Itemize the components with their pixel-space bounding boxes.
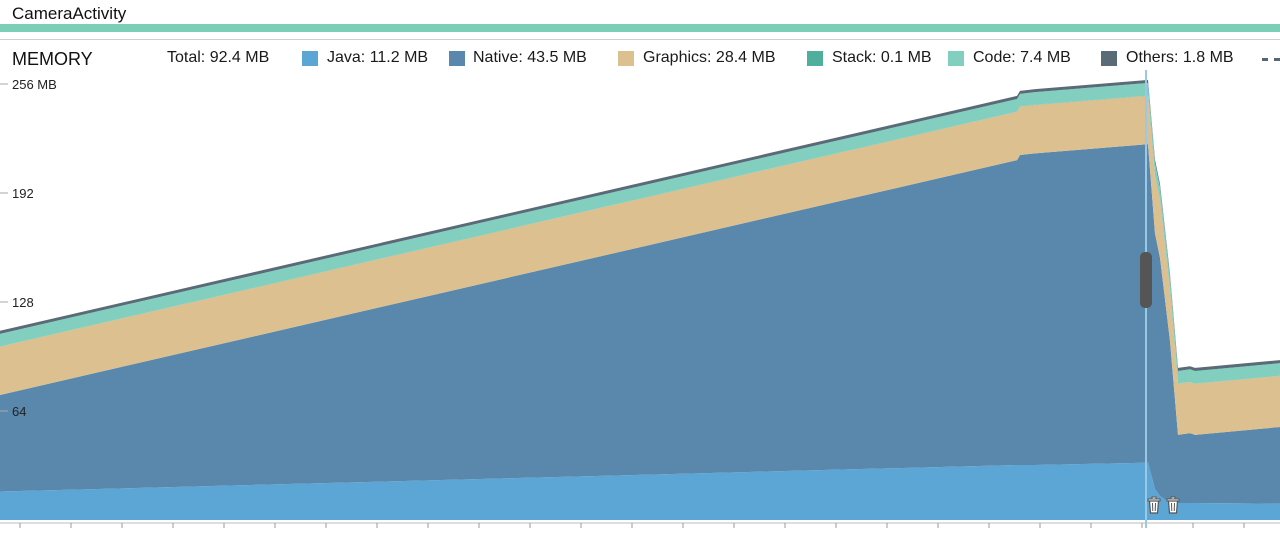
legend-stack: Stack: 0.1 MB xyxy=(832,49,932,67)
legend-swatch-java xyxy=(302,51,318,66)
legend-swatch-native xyxy=(449,51,465,66)
trash-icon[interactable] xyxy=(1147,496,1161,514)
trash-icon[interactable] xyxy=(1166,496,1180,514)
dashed-line-icon xyxy=(1262,58,1280,61)
legend-swatch-others xyxy=(1101,51,1117,66)
memory-legend: Total: 92.4 MB Java: 11.2 MB Native: 43.… xyxy=(0,48,1280,70)
activity-label: CameraActivity xyxy=(12,4,126,24)
legend-swatch-stack xyxy=(807,51,823,66)
divider xyxy=(0,39,1280,40)
activity-track: CameraActivity xyxy=(0,0,1280,37)
activity-bar[interactable] xyxy=(0,24,1280,32)
memory-chart-svg xyxy=(0,70,1280,528)
legend-java: Java: 11.2 MB xyxy=(327,49,428,67)
y-tick-label-192: 192 xyxy=(12,186,34,201)
y-tick-label-64: 64 xyxy=(12,404,26,419)
legend-swatch-graphics xyxy=(618,51,634,66)
memory-chart[interactable] xyxy=(0,70,1280,528)
legend-swatch-code xyxy=(948,51,964,66)
legend-others: Others: 1.8 MB xyxy=(1126,49,1234,67)
y-tick-label-256: 256 MB xyxy=(12,77,57,92)
y-tick-label-128: 128 xyxy=(12,295,34,310)
legend-code: Code: 7.4 MB xyxy=(973,49,1071,67)
legend-total: Total: 92.4 MB xyxy=(167,49,269,67)
legend-native: Native: 43.5 MB xyxy=(473,49,587,67)
cursor-drag-handle[interactable] xyxy=(1140,252,1152,308)
legend-graphics: Graphics: 28.4 MB xyxy=(643,49,776,67)
